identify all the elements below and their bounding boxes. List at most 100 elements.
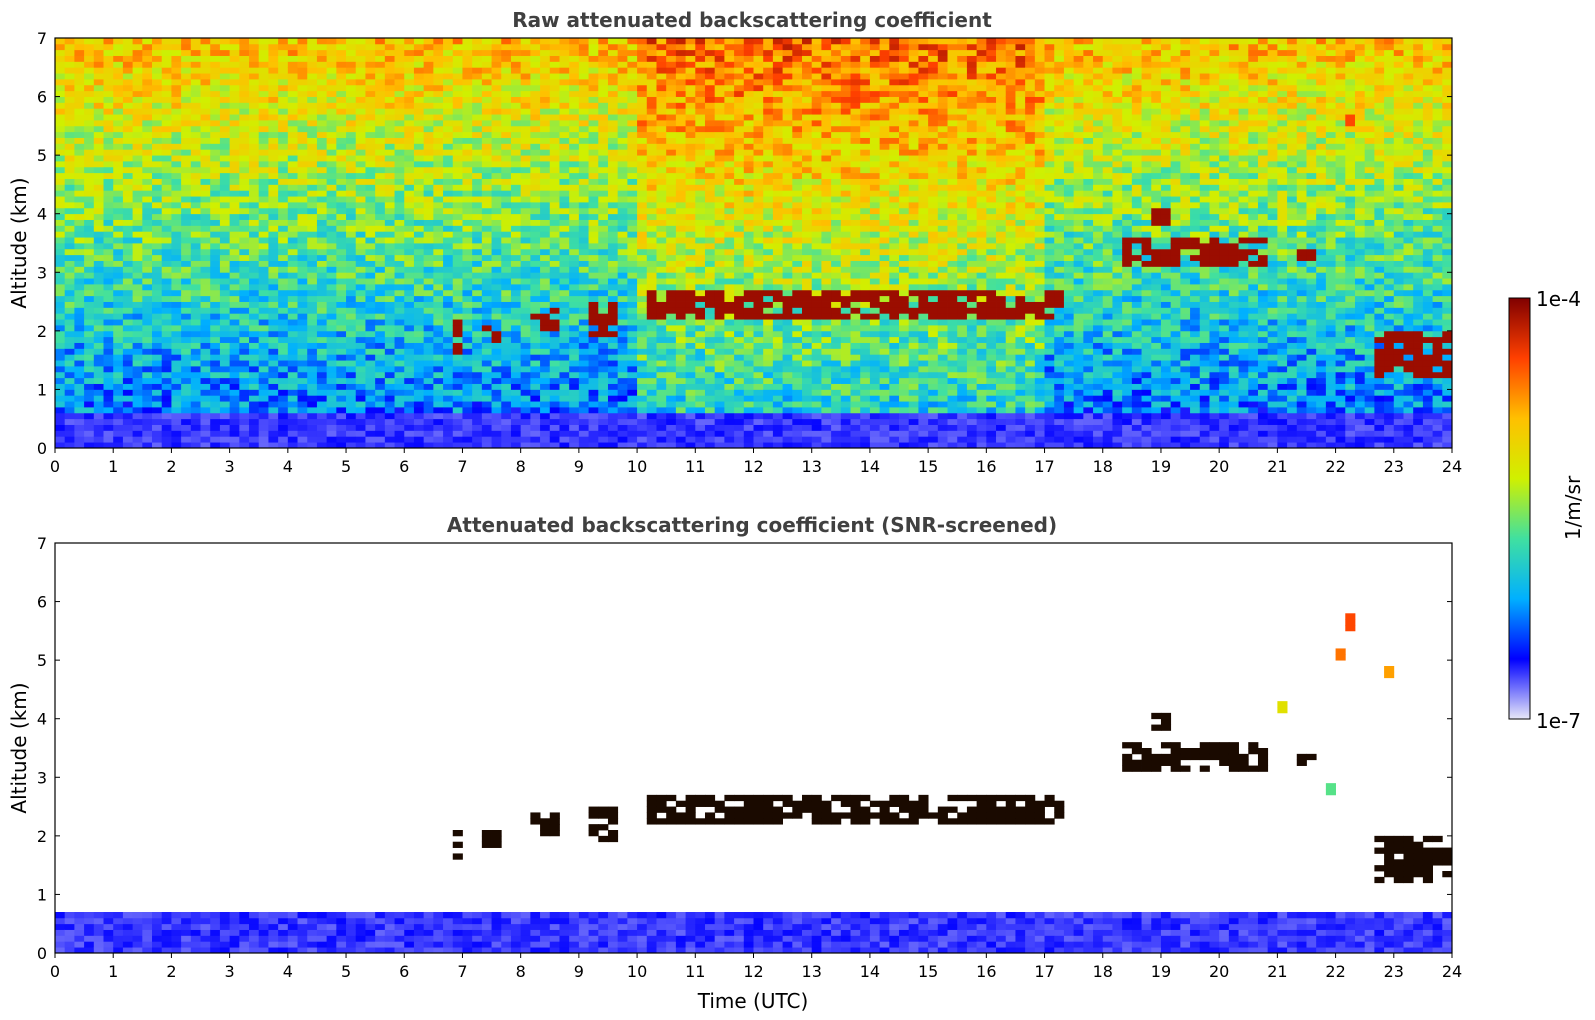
heatmap-cell — [142, 120, 153, 127]
heatmap-cell — [64, 149, 75, 156]
heatmap-cell — [190, 342, 201, 349]
heatmap-cell — [607, 284, 619, 291]
heatmap-cell — [617, 395, 628, 402]
heatmap-cell — [316, 219, 328, 226]
heatmap-cell — [394, 172, 405, 179]
heatmap-cell — [142, 284, 153, 291]
heatmap-cell — [695, 131, 706, 138]
heatmap-cell — [258, 108, 269, 115]
heatmap-cell — [297, 67, 308, 74]
heatmap-cell — [685, 360, 696, 367]
heatmap-cell — [316, 108, 328, 115]
heatmap-cell — [413, 313, 425, 320]
heatmap-cell — [685, 260, 696, 267]
heatmap-cell — [413, 395, 425, 402]
heatmap-cell — [219, 278, 231, 285]
heatmap-cell — [666, 161, 677, 168]
heatmap-cell — [520, 307, 531, 314]
heatmap-cell — [229, 284, 240, 291]
heatmap-cell — [637, 301, 648, 308]
heatmap-cell — [433, 237, 444, 244]
heatmap-cell — [297, 166, 308, 174]
heatmap-cell — [666, 172, 677, 179]
heatmap-cell — [607, 278, 619, 285]
heatmap-cell — [646, 49, 657, 56]
heatmap-cell — [258, 254, 269, 261]
heatmap-cell — [93, 430, 104, 437]
heatmap-cell — [627, 143, 638, 150]
heatmap-cell — [113, 377, 124, 384]
heatmap-cell — [646, 55, 657, 62]
heatmap-cell — [181, 213, 192, 220]
heatmap-cell — [530, 237, 541, 244]
heatmap-cell — [161, 401, 172, 408]
heatmap-cell — [685, 90, 696, 97]
heatmap-cell — [404, 196, 415, 203]
heatmap-cell — [93, 307, 104, 314]
heatmap-cell — [142, 266, 153, 273]
heatmap-cell — [714, 38, 725, 45]
heatmap-cell — [336, 442, 347, 449]
heatmap-cell — [161, 284, 172, 291]
heatmap-cell — [55, 137, 66, 144]
heatmap-cell — [452, 225, 463, 232]
heatmap-cell — [307, 284, 318, 291]
heatmap-cell — [520, 407, 531, 414]
heatmap-cell — [588, 38, 599, 45]
heatmap-cell — [171, 348, 182, 355]
heatmap-cell — [200, 166, 211, 174]
heatmap-cell — [413, 278, 425, 285]
heatmap-cell — [462, 371, 473, 379]
heatmap-cell — [617, 43, 628, 51]
heatmap-cell — [152, 325, 163, 332]
heatmap-cell — [336, 178, 347, 185]
heatmap-cell — [93, 61, 104, 68]
heatmap-cell — [423, 401, 434, 408]
heatmap-cell — [84, 166, 95, 174]
heatmap-cell — [549, 38, 560, 45]
heatmap-cell — [685, 313, 696, 320]
heatmap-cell — [462, 49, 473, 56]
heatmap-cell — [307, 155, 318, 162]
heatmap-cell — [355, 219, 366, 226]
heatmap-cell — [384, 266, 395, 273]
heatmap-cell — [307, 272, 318, 279]
heatmap-cell — [181, 137, 192, 144]
heatmap-cell — [714, 61, 725, 68]
heatmap-cell — [666, 184, 677, 191]
heatmap-cell — [714, 418, 725, 425]
heatmap-cell — [258, 38, 269, 45]
heatmap-cell — [278, 125, 289, 133]
heatmap-cell — [724, 73, 735, 80]
heatmap-cell — [714, 120, 725, 127]
heatmap-cell — [607, 407, 619, 414]
heatmap-cell — [93, 137, 104, 144]
heatmap-cell — [501, 149, 512, 156]
heatmap-cell — [326, 360, 337, 367]
heatmap-cell — [200, 161, 211, 168]
heatmap-cell — [704, 348, 716, 355]
heatmap-cell — [637, 178, 648, 185]
heatmap-cell — [413, 143, 425, 150]
heatmap-cell — [530, 38, 541, 45]
heatmap-cell — [375, 49, 386, 56]
heatmap-cell — [646, 237, 657, 244]
heatmap-cell — [675, 430, 686, 437]
heatmap-cell — [433, 430, 444, 437]
heatmap-cell — [578, 202, 589, 209]
heatmap-cell — [239, 207, 250, 215]
heatmap-cell — [578, 90, 589, 97]
heatmap-cell — [55, 213, 66, 220]
heatmap-cell — [491, 202, 502, 209]
heatmap-cell — [219, 436, 231, 443]
heatmap-cell — [627, 342, 638, 349]
heatmap-cell — [142, 49, 153, 56]
heatmap-cell — [627, 102, 638, 109]
heatmap-cell — [161, 243, 172, 250]
heatmap-cell — [55, 55, 66, 62]
heatmap-cell — [326, 38, 337, 45]
heatmap-cell — [472, 371, 483, 379]
heatmap-cell — [481, 125, 492, 133]
heatmap-cell — [510, 260, 522, 267]
heatmap-cell — [404, 319, 415, 326]
